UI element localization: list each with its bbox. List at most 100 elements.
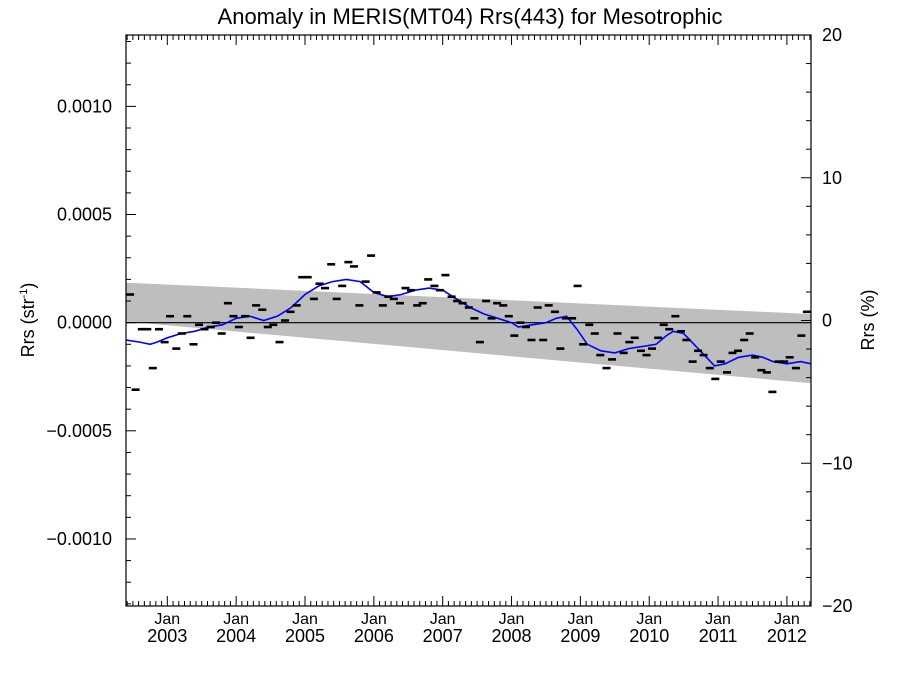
x-tick-month-label: Jan <box>636 611 662 628</box>
anomaly-point <box>344 260 353 264</box>
anomaly-point <box>396 301 404 305</box>
left-y-axis-title: Rrs (str-1) <box>18 283 38 358</box>
x-tick-year-label: 2003 <box>147 626 187 646</box>
x-tick-year-label: 2011 <box>699 626 738 646</box>
left-tick-label: 0.0000 <box>57 313 112 333</box>
anomaly-point <box>654 336 663 340</box>
anomaly-point <box>292 304 301 307</box>
anomaly-point <box>745 332 754 335</box>
anomaly-point <box>648 347 656 350</box>
anomaly-point <box>321 286 329 290</box>
anomaly-point <box>797 334 806 337</box>
anomaly-point <box>458 301 467 305</box>
x-tick-year-label: 2009 <box>560 626 600 646</box>
x-tick-month-label: Jan <box>499 611 525 628</box>
anomaly-point <box>200 327 209 331</box>
right-y-axis: 20 10 0 −10 −20 <box>801 25 853 616</box>
anomaly-point <box>355 304 364 307</box>
anomaly-point <box>723 371 731 374</box>
anomaly-point <box>510 334 519 337</box>
anomaly-point <box>470 317 479 320</box>
anomaly-point <box>275 340 284 344</box>
x-tick-month-label: Jan <box>361 611 387 628</box>
anomaly-point <box>327 263 336 266</box>
anomaly-point <box>561 317 570 320</box>
anomaly-point <box>550 310 559 314</box>
anomaly-point <box>493 301 502 305</box>
anomaly-point <box>338 284 347 288</box>
x-tick-month-label: Jan <box>154 611 180 628</box>
anomaly-point <box>751 356 760 359</box>
anomaly-point <box>441 273 450 277</box>
anomaly-point <box>579 343 588 346</box>
anomaly-point <box>378 304 387 307</box>
anomaly-point <box>367 254 376 257</box>
anomaly-point <box>757 368 766 372</box>
anomaly-point <box>602 366 611 370</box>
x-tick-month-label: Jan <box>774 611 800 628</box>
anomaly-point <box>241 314 250 318</box>
x-axis: Jan2003Jan2004Jan2005Jan2006Jan2007Jan20… <box>126 35 811 646</box>
anomaly-point <box>499 304 508 307</box>
anomaly-point <box>212 321 221 324</box>
anomaly-point <box>435 288 444 292</box>
anomaly-point <box>705 366 714 370</box>
anomaly-point <box>642 353 651 357</box>
left-tick-label: −0.0005 <box>46 421 112 441</box>
x-tick-month-label: Jan <box>430 611 456 628</box>
x-tick-year-label: 2008 <box>492 626 532 646</box>
anomaly-point <box>544 304 553 307</box>
anomaly-point <box>281 319 289 322</box>
anomaly-point <box>332 297 341 301</box>
x-tick-month-label: Jan <box>292 611 318 628</box>
anomaly-point <box>372 291 381 294</box>
anomaly-point <box>258 308 267 311</box>
anomaly-point <box>269 323 278 327</box>
anomaly-point <box>447 295 456 298</box>
anomaly-point <box>148 366 157 370</box>
chart-title: Anomaly in MERIS(MT04) Rrs(443) for Meso… <box>218 4 723 29</box>
anomaly-point <box>728 351 737 355</box>
anomaly-point <box>682 338 691 342</box>
x-tick-month-label: Jan <box>223 611 249 628</box>
anomaly-point <box>418 301 427 305</box>
anomaly-point <box>234 325 243 329</box>
anomaly-point <box>527 338 536 342</box>
right-tick-label: −20 <box>822 596 853 616</box>
anomaly-point <box>166 314 175 318</box>
anomaly-point <box>137 327 146 331</box>
right-tick-label: 20 <box>822 25 842 45</box>
anomaly-point <box>315 282 324 285</box>
anomaly-point <box>590 332 599 335</box>
anomaly-point <box>475 340 484 344</box>
anomaly-point <box>791 366 800 370</box>
x-tick-year-label: 2007 <box>423 626 463 646</box>
x-tick-month-label: Jan <box>705 611 731 628</box>
anomaly-point <box>407 288 415 292</box>
anomaly-point <box>802 310 811 314</box>
anomaly-point <box>585 323 594 327</box>
anomaly-point <box>172 347 181 350</box>
anomaly-point <box>785 356 794 359</box>
trend-confidence-band <box>126 282 811 384</box>
anomaly-point <box>762 371 771 374</box>
left-tick-label: 0.0005 <box>57 205 112 225</box>
anomaly-point <box>361 280 370 283</box>
anomaly-point <box>608 358 616 361</box>
anomaly-point <box>522 325 530 329</box>
anomaly-point <box>487 317 496 320</box>
anomaly-point <box>699 353 708 357</box>
anomaly-point <box>671 314 680 318</box>
anomaly-point <box>217 332 226 335</box>
anomaly-point <box>126 293 135 296</box>
anomaly-point <box>516 321 525 324</box>
anomaly-point <box>694 349 703 353</box>
anomaly-point <box>263 325 272 329</box>
anomaly-point <box>401 286 410 290</box>
right-y-axis-title: Rrs (%) <box>858 290 878 351</box>
left-tick-label: 0.0010 <box>57 96 112 116</box>
anomaly-point <box>619 351 628 355</box>
anomaly-point <box>768 390 777 394</box>
running-mean-line <box>125 278 812 367</box>
x-tick-month-label: Jan <box>567 611 593 628</box>
